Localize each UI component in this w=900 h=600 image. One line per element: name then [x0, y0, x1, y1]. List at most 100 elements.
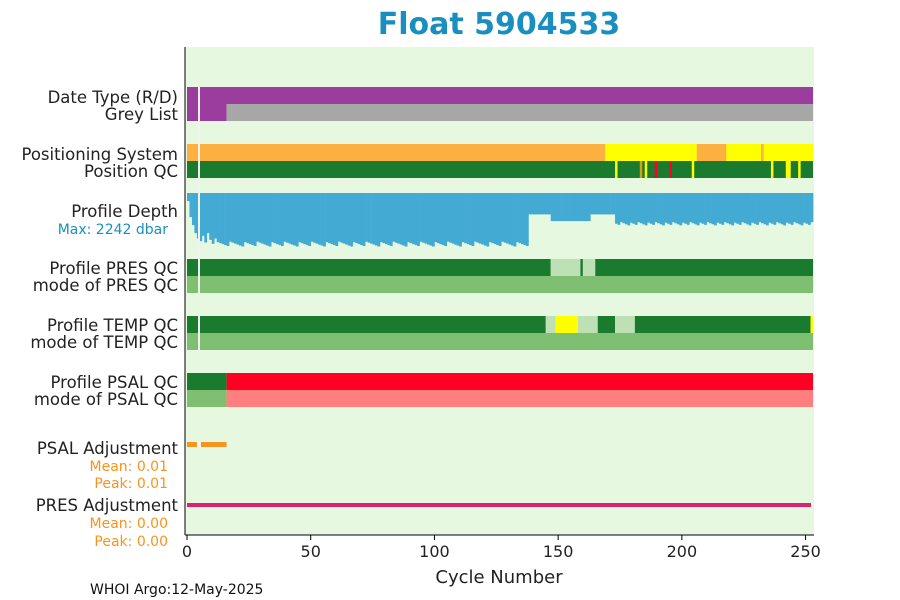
depth-bar — [565, 193, 569, 222]
depth-bar — [491, 193, 495, 244]
depth-bar — [808, 193, 811, 225]
depth-bar — [360, 193, 363, 246]
temp-mode-segment — [187, 333, 813, 350]
depth-bar — [389, 193, 393, 247]
depth-bar — [258, 193, 262, 243]
depth-bar — [726, 193, 730, 224]
depth-bar — [773, 193, 777, 225]
depth-bar — [639, 193, 643, 224]
depth-bar — [382, 193, 386, 244]
depth-bar — [585, 193, 589, 222]
depth-bar — [595, 193, 599, 215]
depth-bar — [738, 193, 742, 225]
depth-bar — [602, 193, 606, 215]
depth-bar — [268, 193, 272, 247]
date-type-segment — [187, 87, 813, 104]
depth-bar — [293, 193, 297, 246]
depth-bar — [372, 193, 376, 245]
x-tick-label: 50 — [301, 542, 321, 561]
depth-bar — [387, 193, 391, 246]
depth-bar — [427, 193, 430, 245]
depth-bar — [642, 193, 646, 225]
position-qc-segment — [615, 161, 618, 178]
depth-bar — [370, 193, 373, 244]
depth-bar — [513, 193, 517, 247]
footer-text: WHOI Argo:12-May-2025 — [90, 582, 263, 598]
depth-bar — [231, 193, 235, 243]
label-psal-qc: Profile PSAL QC — [50, 373, 178, 392]
depth-bar — [530, 193, 534, 215]
x-ticks: 0 50 100 150 200 250 — [182, 535, 821, 561]
depth-bar — [454, 193, 457, 245]
depth-bar — [214, 193, 217, 239]
depth-bar — [276, 193, 279, 245]
depth-bar — [543, 193, 547, 215]
depth-bar — [704, 193, 707, 225]
depth-bar — [563, 193, 566, 222]
depth-bar — [483, 193, 487, 246]
temp-qc-segment — [597, 316, 616, 333]
depth-bar — [761, 193, 764, 224]
depth-bar — [325, 193, 329, 243]
depth-bar — [204, 193, 208, 243]
depth-bar — [793, 193, 796, 223]
depth-bar — [209, 193, 213, 240]
depth-bar — [632, 193, 636, 224]
depth-bar — [394, 193, 398, 243]
x-axis-label: Cycle Number — [435, 567, 563, 588]
depth-bar — [667, 193, 670, 224]
depth-bar — [384, 193, 388, 245]
depth-bar — [503, 193, 507, 243]
depth-bar — [521, 193, 524, 245]
depth-bar — [303, 193, 307, 245]
temp-qc-segment — [555, 316, 578, 333]
position-qc-segment — [639, 161, 643, 178]
depth-bar — [706, 193, 710, 223]
depth-bar — [580, 193, 584, 222]
depth-bar — [234, 193, 237, 244]
depth-bar — [310, 193, 314, 242]
depth-bar — [488, 193, 492, 243]
depth-bar — [657, 193, 660, 224]
depth-bar — [251, 193, 255, 246]
depth-bar — [397, 193, 401, 244]
depth-bar — [246, 193, 250, 244]
depth-bar — [612, 193, 616, 215]
depth-bar — [493, 193, 497, 245]
depth-bar — [253, 193, 257, 247]
depth-bar — [709, 193, 712, 224]
label-psal-mean: Mean: 0.01 — [90, 459, 168, 475]
psal-mode-segment — [187, 390, 227, 407]
x-tick-label: 200 — [667, 542, 698, 561]
depth-bar — [558, 193, 561, 222]
depth-bar — [810, 193, 814, 223]
depth-bar — [238, 193, 242, 246]
depth-bar — [407, 193, 410, 243]
depth-bar — [194, 193, 198, 234]
depth-bar — [419, 193, 423, 242]
depth-bar — [795, 193, 799, 224]
depth-bar — [362, 193, 366, 247]
depth-bar — [803, 193, 806, 223]
cycle-marker-line-2 — [198, 316, 200, 351]
grey-list-segment — [187, 104, 227, 121]
depth-bar — [298, 193, 302, 243]
depth-bar — [451, 193, 455, 244]
depth-bar — [347, 193, 351, 246]
depth-bar — [780, 193, 784, 225]
depth-bar — [300, 193, 304, 244]
depth-bar — [681, 193, 685, 223]
depth-bar — [498, 193, 502, 247]
depth-bar — [783, 193, 787, 226]
depth-bar — [350, 193, 354, 247]
depth-bar — [516, 193, 519, 243]
depth-bar — [478, 193, 482, 244]
depth-bar — [652, 193, 655, 225]
depth-bar — [674, 193, 678, 224]
depth-bar — [409, 193, 413, 244]
temp-qc-segment — [545, 316, 556, 333]
depth-bar — [315, 193, 319, 244]
depth-bar — [790, 193, 794, 225]
label-positioning: Positioning System — [21, 145, 178, 164]
depth-bar — [285, 193, 289, 243]
